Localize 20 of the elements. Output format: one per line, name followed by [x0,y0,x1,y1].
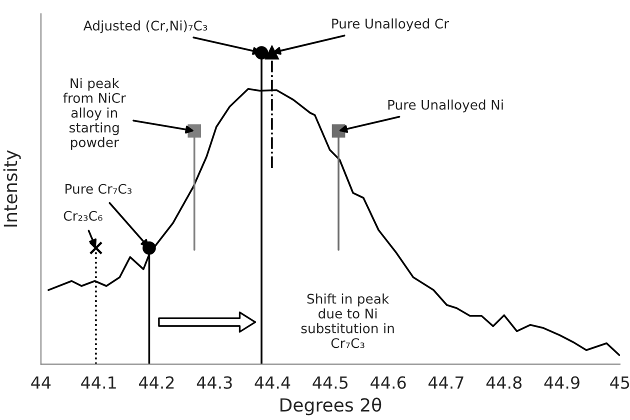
annotation: Shift in peak due to Ni substitution in Cr₇C₃ [301,294,394,348]
x-tick-label: 44.4 [254,376,290,389]
annotation: Pure Unalloyed Ni [388,100,503,112]
annotation: Cr₂₃C₆ [64,210,102,221]
x-tick-label: 44.5 [312,376,348,389]
x-tick-label: 44.8 [486,376,522,389]
annotation: Adjusted (Cr,Ni)₇C₃ [83,20,208,34]
annotation: Pure Cr₇C₃ [66,184,132,194]
annotation: Ni peak from NiCr alloy in starting powder [63,78,126,150]
x-tick-label: 44.9 [544,376,580,389]
annotation: Pure Unalloyed Cr [332,18,450,32]
y-axis-title: Intensity [3,150,21,227]
x-tick-label: 44.7 [428,376,464,389]
x-tick-label: 44.2 [139,376,174,389]
x-tick-label: 44.3 [196,376,232,389]
x-axis-title: Degrees 2θ [280,398,382,416]
x-tick-label: 44.6 [370,376,406,389]
x-tick-label: 44 [31,376,51,389]
x-tick-label: 45 [610,376,630,389]
x-tick-label: 44.1 [81,376,116,389]
